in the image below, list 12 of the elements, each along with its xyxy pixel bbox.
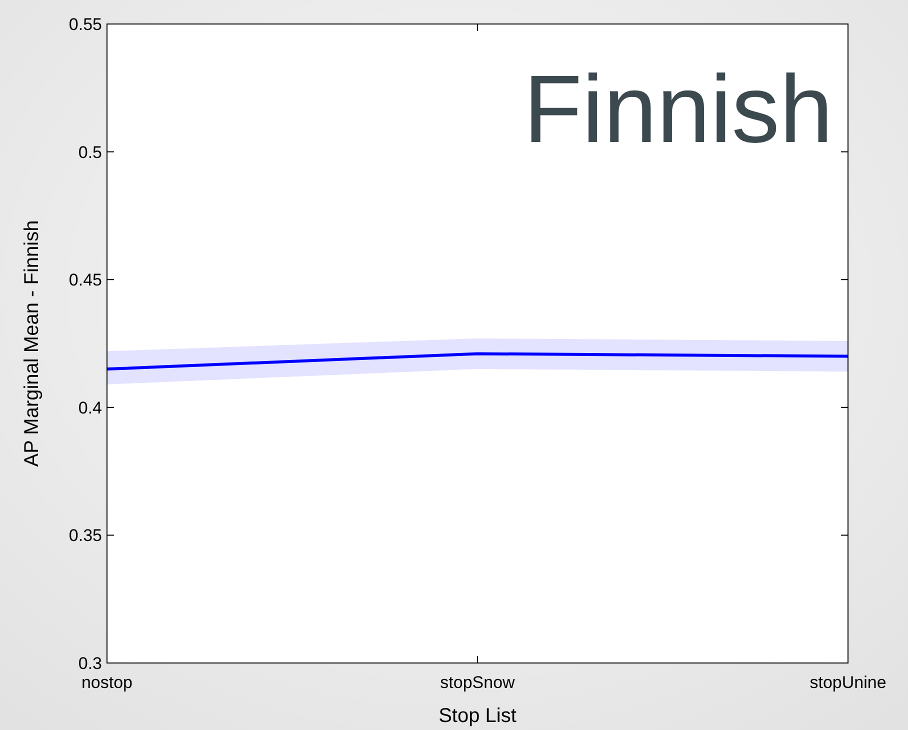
y-tick-label: 0.3 — [78, 654, 102, 673]
y-tick-label: 0.4 — [78, 398, 102, 418]
x-tick-label: stopSnow — [440, 673, 516, 692]
y-tick-label: 0.5 — [78, 142, 102, 162]
chart-title: Finnish — [524, 56, 833, 163]
y-tick-label: 0.35 — [68, 526, 102, 546]
y-tick-label: 0.45 — [68, 270, 102, 290]
x-axis-title: Stop List — [438, 705, 517, 727]
y-axis-title: AP Marginal Mean - Finnish — [21, 220, 43, 467]
x-tick-label: nostop — [81, 673, 133, 692]
x-tick-label: stopUnine — [810, 673, 886, 692]
y-tick-label: 0.55 — [68, 14, 102, 34]
